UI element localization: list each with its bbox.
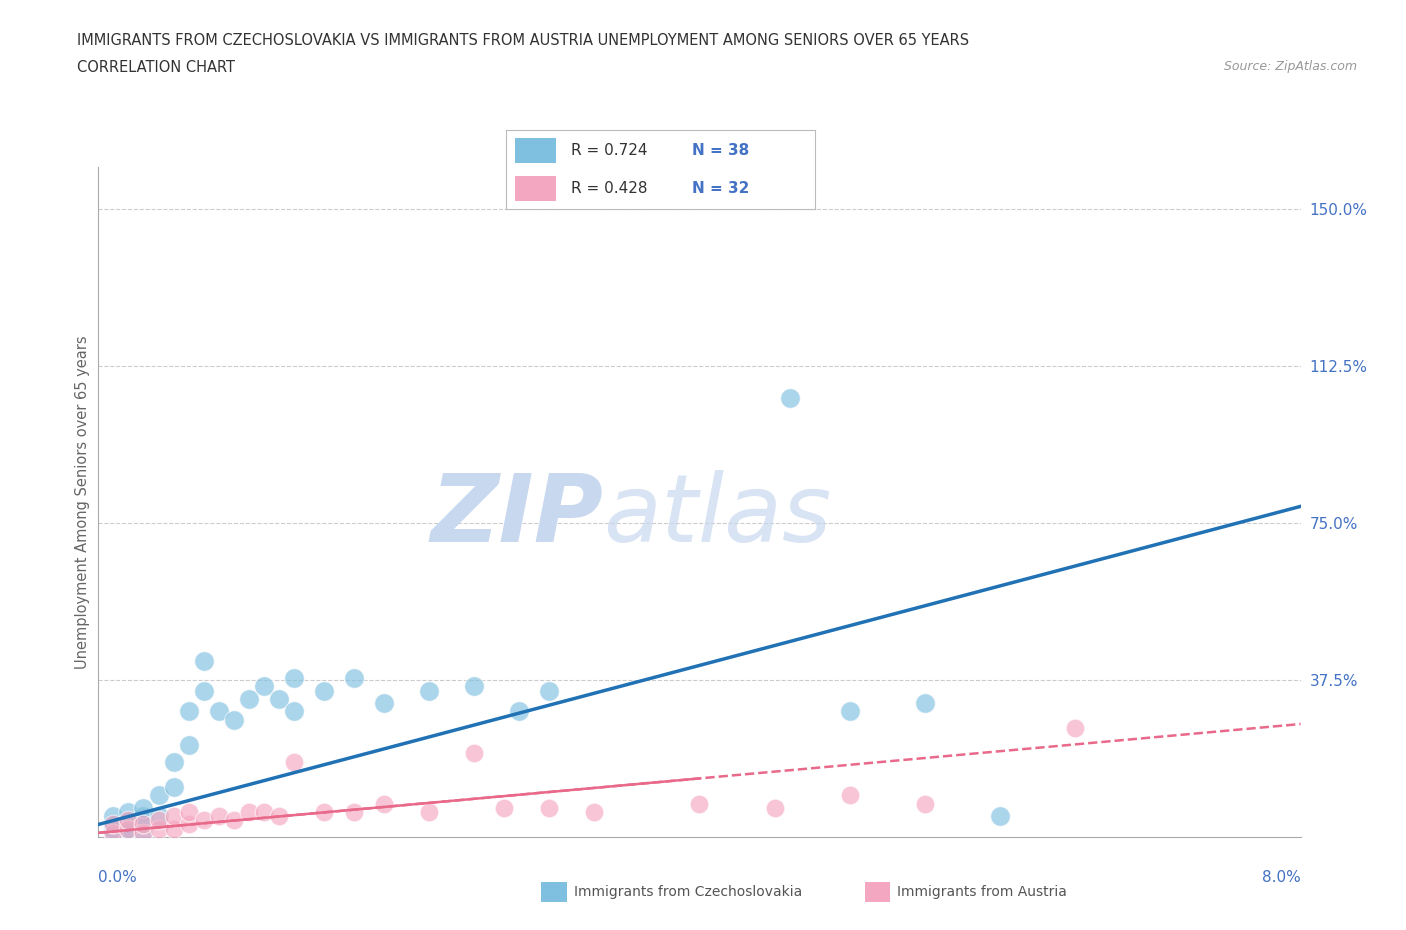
Point [312,804,335,819]
Point [162,821,184,836]
Bar [516,176,555,202]
Point [463,746,485,761]
Point [132,800,155,815]
Point [148,813,170,828]
Point [103,809,125,824]
Point [132,826,155,841]
Point [132,817,155,832]
Text: CORRELATION CHART: CORRELATION CHART [77,60,235,75]
Point [177,704,200,719]
Point [177,817,200,832]
Text: Immigrants from Austria: Immigrants from Austria [897,884,1067,899]
Point [103,826,125,841]
Point [103,817,125,832]
Point [373,796,395,811]
Point [1064,721,1087,736]
Point [117,821,139,836]
Point [103,826,125,841]
Point [494,800,516,815]
Point [763,800,786,815]
Point [208,809,231,824]
Text: ZIP: ZIP [430,470,603,562]
Point [222,813,245,828]
Point [117,821,139,836]
Point [117,804,139,819]
Text: Immigrants from Czechoslovakia: Immigrants from Czechoslovakia [574,884,801,899]
Point [238,692,260,707]
Point [148,788,170,803]
Point [343,671,366,685]
Point [914,796,936,811]
Point [914,696,936,711]
Point [463,679,485,694]
Point [162,754,184,769]
Text: R = 0.724: R = 0.724 [571,143,648,158]
Point [283,754,305,769]
Point [508,704,530,719]
Text: N = 38: N = 38 [692,143,749,158]
Point [193,654,215,669]
Point [283,704,305,719]
Point [177,804,200,819]
Point [132,817,155,832]
Point [373,696,395,711]
Point [208,704,231,719]
Point [117,813,139,828]
Point [988,809,1011,824]
Point [283,671,305,685]
Point [343,804,366,819]
Point [267,809,290,824]
Point [132,809,155,824]
Point [162,779,184,794]
Point [193,684,215,698]
Text: Source: ZipAtlas.com: Source: ZipAtlas.com [1223,60,1357,73]
Y-axis label: Unemployment Among Seniors over 65 years: Unemployment Among Seniors over 65 years [75,336,90,669]
Text: N = 32: N = 32 [692,181,749,196]
Point [132,826,155,841]
Bar [516,139,555,164]
Text: R = 0.428: R = 0.428 [571,181,648,196]
Point [117,813,139,828]
Point [177,737,200,752]
Point [103,821,125,836]
Point [148,809,170,824]
Point [238,804,260,819]
Point [418,804,440,819]
Point [583,804,606,819]
Point [253,679,276,694]
Text: 0.0%: 0.0% [98,870,138,885]
Point [148,821,170,836]
Point [253,804,276,819]
Point [538,800,561,815]
Point [838,704,860,719]
Point [267,692,290,707]
Text: 8.0%: 8.0% [1261,870,1301,885]
Point [779,391,801,405]
Text: IMMIGRANTS FROM CZECHOSLOVAKIA VS IMMIGRANTS FROM AUSTRIA UNEMPLOYMENT AMONG SEN: IMMIGRANTS FROM CZECHOSLOVAKIA VS IMMIGR… [77,33,970,47]
Point [103,817,125,832]
Point [538,684,561,698]
Point [162,809,184,824]
Point [838,788,860,803]
Point [193,813,215,828]
Point [418,684,440,698]
Point [222,712,245,727]
Point [117,826,139,841]
Point [312,684,335,698]
Point [689,796,711,811]
Text: atlas: atlas [603,470,831,561]
